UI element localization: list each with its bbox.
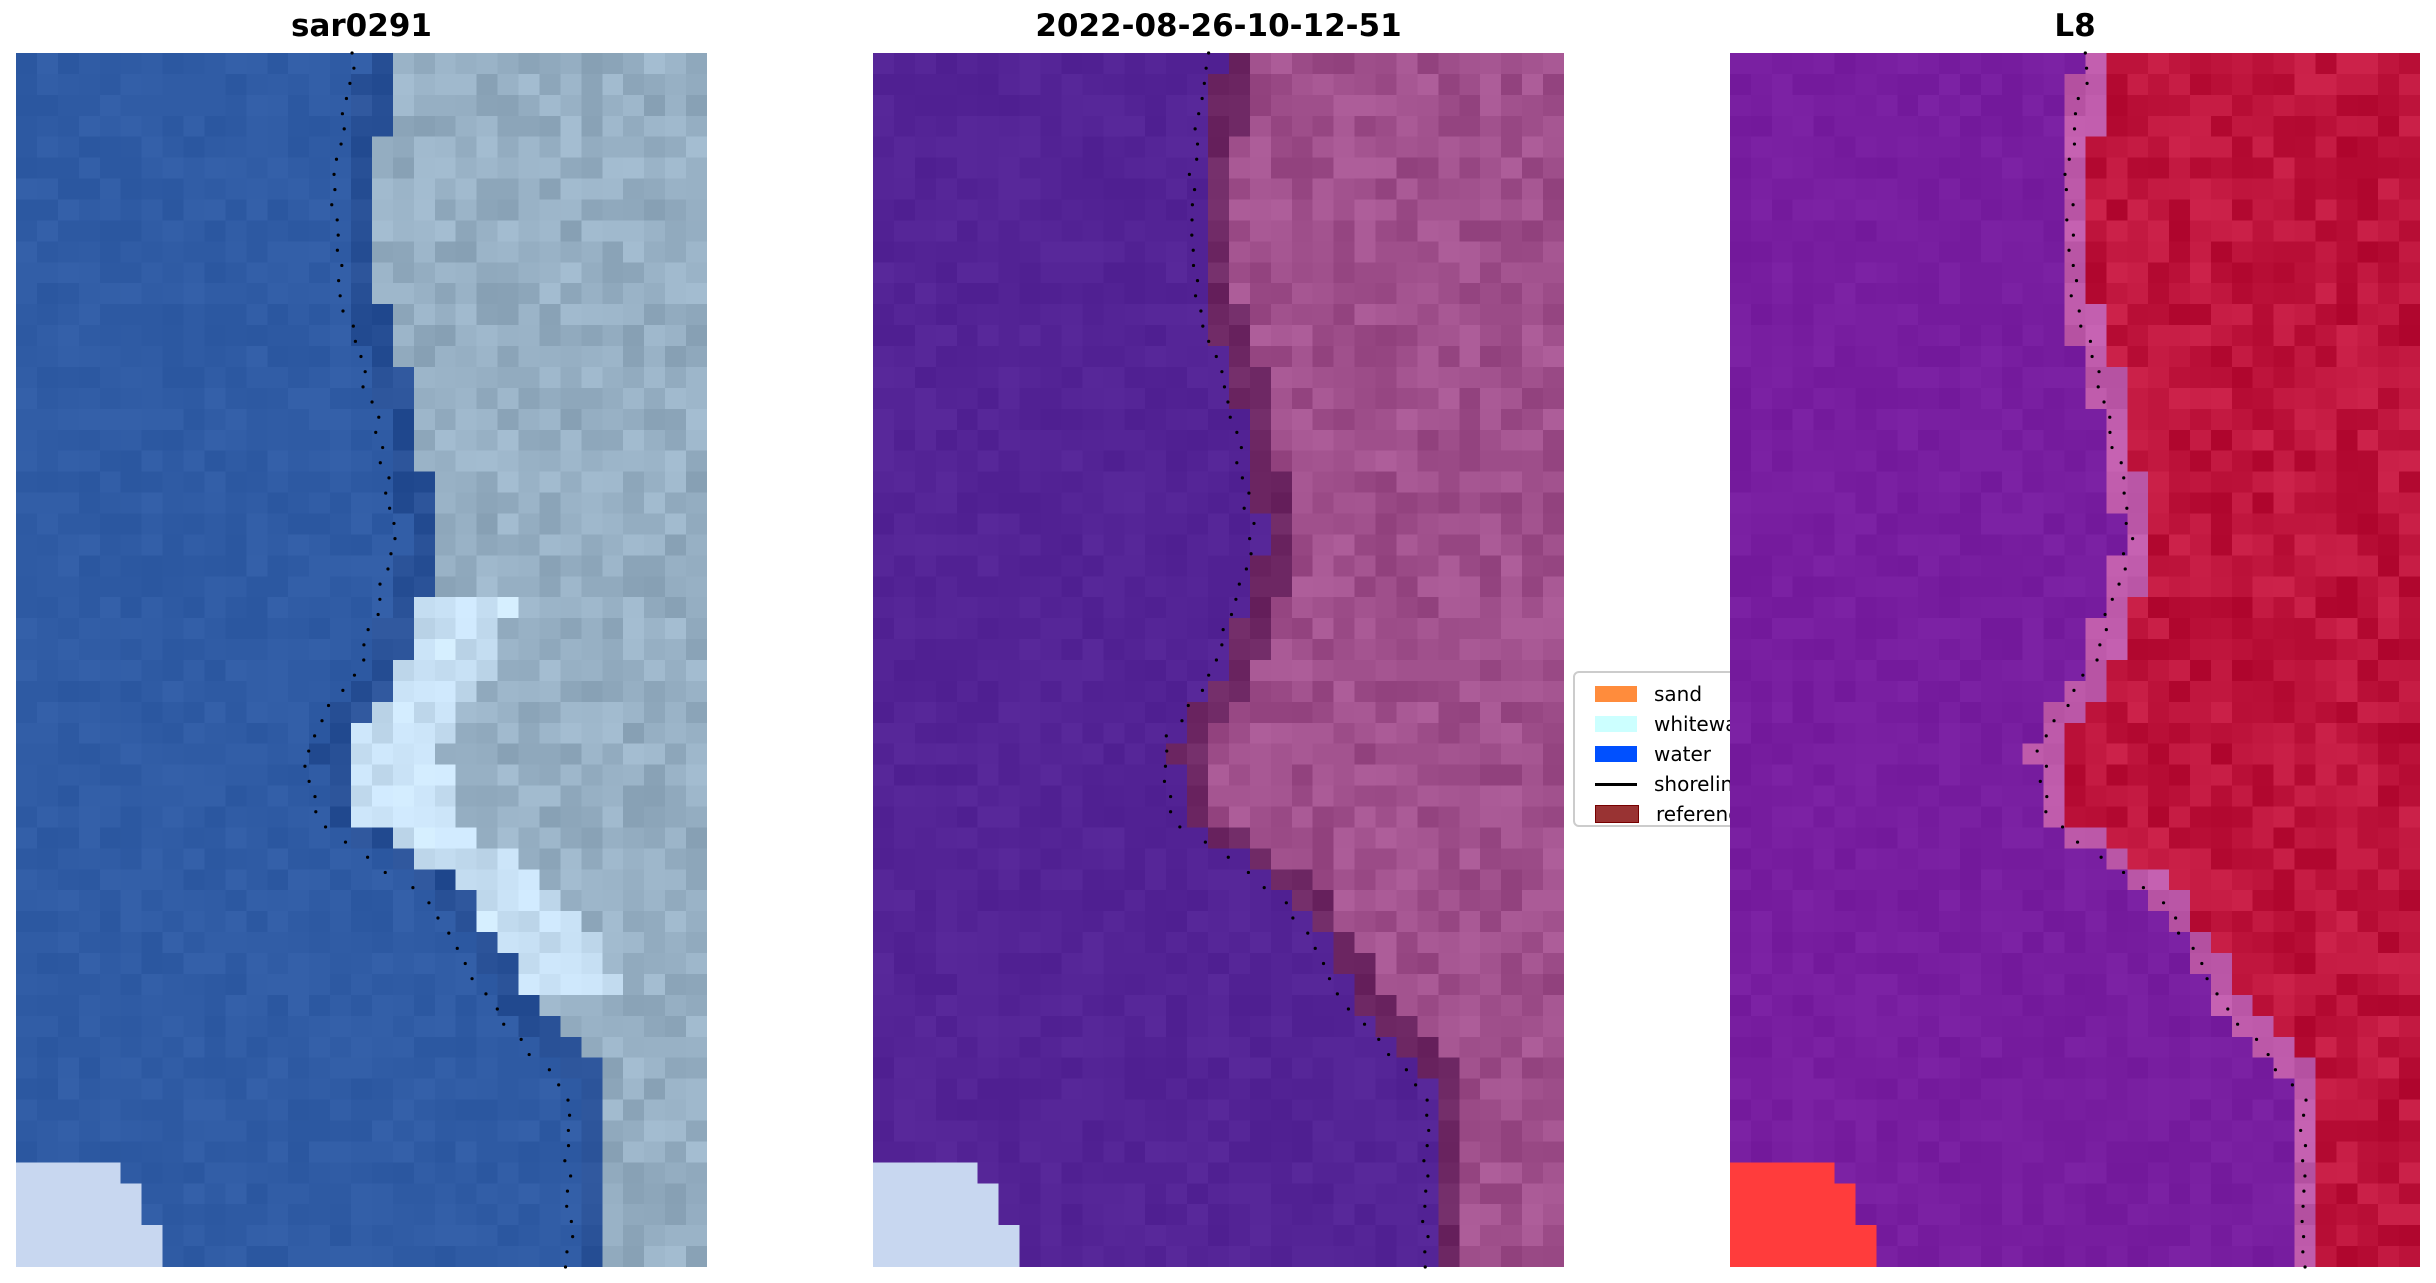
legend-item-shoreline: shoreline [1595,771,1746,797]
panel-title-1: sar0291 [291,8,432,44]
image-panel-rgb [16,53,707,1267]
legend-item-sand: sand [1595,681,1702,707]
legend-item-water: water [1595,741,1711,767]
legend-label: sand [1654,682,1703,706]
legend-item-reference: reference [1595,801,1752,827]
image-panel-classified [873,53,1564,1267]
panel-title-3: L8 [2054,8,2096,44]
panel-title-2: 2022-08-26-10-12-51 [1035,8,1402,44]
legend-label: water [1654,742,1711,766]
image-panel-index [1730,53,2420,1267]
